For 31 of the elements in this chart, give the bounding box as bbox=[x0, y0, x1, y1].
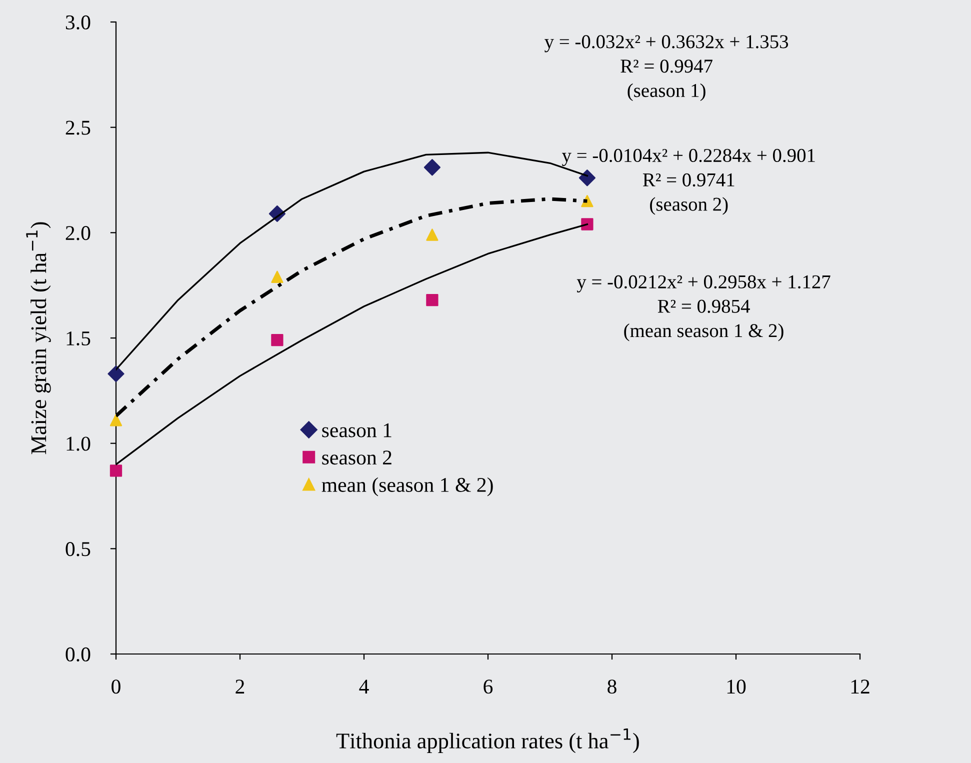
y-tick-label: 1.5 bbox=[66, 331, 90, 346]
y-tick-label: 0.5 bbox=[66, 542, 90, 556]
y-tick-label: 0.0 bbox=[66, 647, 90, 662]
legend-label: season 2 bbox=[322, 450, 392, 465]
point bbox=[108, 366, 124, 382]
x-tick-label: 0 bbox=[112, 680, 120, 694]
point bbox=[110, 464, 122, 477]
y-tick-label: 2.0 bbox=[66, 226, 90, 240]
annotation: y = -0.032x² + 0.3632x + 1.353 R² = 0.9947 (season 1) bbox=[544, 35, 788, 102]
x-tick-label: 10 bbox=[727, 680, 746, 694]
legend-label: mean (season 1 & 2) bbox=[322, 477, 493, 496]
point bbox=[110, 414, 122, 426]
point bbox=[426, 294, 438, 306]
point bbox=[426, 228, 438, 241]
y-tick-label: 1.0 bbox=[66, 436, 90, 451]
x-tick-label: 8 bbox=[608, 680, 616, 694]
point bbox=[578, 170, 596, 186]
y-axis-title: Maize grain yield (t ha$^{−1}$) bbox=[26, 222, 51, 454]
annotation: y = -0.0104x² + 0.2284x + 0.901 R² = 0.9741 (season 2) bbox=[562, 148, 815, 215]
x-tick-label: 2 bbox=[236, 680, 244, 694]
y-tick-label: 3.0 bbox=[66, 15, 90, 30]
x-axis-title: Tithonia application rates (t ha$^{−1}$) bbox=[336, 728, 639, 754]
x-tick-label: 4 bbox=[359, 680, 369, 694]
y-tick-label: 2.5 bbox=[66, 120, 90, 135]
legend-label: season 1 bbox=[322, 423, 392, 438]
x-tick-label: 12 bbox=[851, 680, 870, 694]
annotation: y = -0.0212x² + 0.2958x + 1.127 R² = 0.9854 (mean season 1 & 2) bbox=[576, 275, 830, 342]
point bbox=[271, 334, 284, 346]
point bbox=[424, 159, 440, 176]
x-tick-label: 6 bbox=[484, 680, 493, 694]
point bbox=[271, 270, 284, 283]
